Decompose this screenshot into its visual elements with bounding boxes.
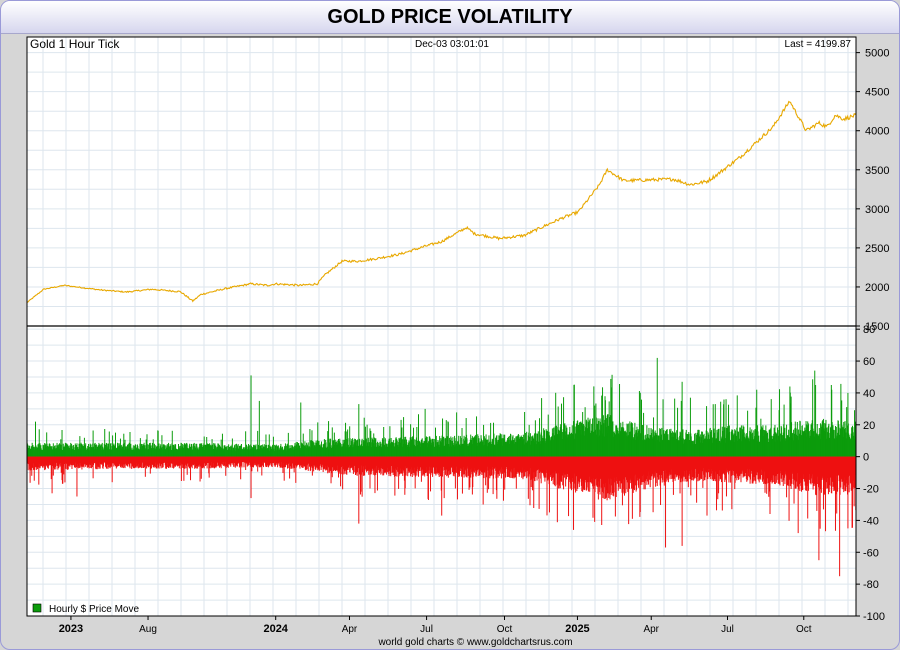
- price-series-title: Gold 1 Hour Tick: [30, 37, 120, 51]
- x-axis-label: Apr: [342, 624, 358, 635]
- up-bars: [26, 357, 857, 457]
- price-line: [26, 100, 857, 303]
- vol-y-tick-label: -80: [863, 579, 879, 591]
- x-axis-label: Oct: [497, 624, 513, 635]
- vol-y-tick-label: 0: [863, 452, 869, 464]
- x-axis-label: Jul: [721, 624, 734, 635]
- price-y-tick-label: 3000: [865, 204, 889, 216]
- x-axis-label: 2025: [565, 623, 589, 635]
- vol-y-tick-label: 80: [863, 324, 875, 336]
- price-panel: [27, 37, 856, 326]
- legend-label: Hourly $ Price Move: [49, 604, 139, 615]
- vol-y-tick-label: 40: [863, 388, 875, 400]
- x-axis-label: Apr: [643, 624, 659, 635]
- timestamp: Dec-03 03:01:01: [415, 39, 489, 50]
- vol-y-tick-label: -20: [863, 484, 879, 496]
- x-axis-label: Aug: [139, 624, 157, 635]
- x-axis-label: 2024: [263, 623, 288, 635]
- price-y-tick-label: 4500: [865, 87, 889, 99]
- vol-y-tick-label: 20: [863, 420, 875, 432]
- price-y-tick-label: 1500: [865, 321, 889, 333]
- price-y-tick-label: 5000: [865, 48, 889, 60]
- price-y-tick-label: 2500: [865, 243, 889, 255]
- legend-swatch: [32, 603, 42, 613]
- last-price: Last = 4199.87: [785, 39, 852, 50]
- credit: world gold charts © www.goldchartsrus.co…: [377, 637, 572, 648]
- price-y-tick-label: 4000: [865, 126, 889, 138]
- price-y-tick-label: 3500: [865, 165, 889, 177]
- vol-y-tick-label: -100: [863, 611, 885, 623]
- vol-y-tick-label: -40: [863, 515, 879, 527]
- x-axis-label: Jul: [420, 624, 433, 635]
- chart-title: GOLD PRICE VOLATILITY: [327, 6, 573, 28]
- vol-y-tick-label: 60: [863, 356, 875, 368]
- down-bars: [26, 456, 857, 577]
- title-bar: GOLD PRICE VOLATILITY: [1, 1, 899, 34]
- x-axis-label: Oct: [796, 624, 812, 635]
- x-axis-label: 2023: [59, 623, 83, 635]
- vol-y-tick-label: -60: [863, 547, 879, 559]
- price-y-tick-label: 2000: [865, 282, 889, 294]
